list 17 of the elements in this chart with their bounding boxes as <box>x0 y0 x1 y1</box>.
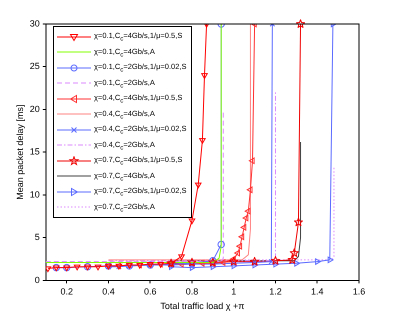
x-tick-label: 0.4 <box>102 286 115 296</box>
x-tick-label: 1.4 <box>310 286 324 296</box>
x-tick-label: 0.2 <box>60 286 73 296</box>
y-tick-label: 25 <box>30 61 40 72</box>
x-tick-label: 0.8 <box>186 286 198 296</box>
x-tick-label: 0.6 <box>144 286 156 296</box>
y-tick-label: 5 <box>34 232 40 242</box>
x-tick-label: 1 <box>231 286 236 296</box>
y-tick-label: 10 <box>30 189 40 200</box>
x-tick-label: 1.6 <box>352 286 366 296</box>
x-tick-label: 1.2 <box>269 286 282 296</box>
x-axis-title: Total traffic load χ +π <box>160 301 244 312</box>
y-tick-label: 0 <box>34 274 40 285</box>
y-tick-label: 20 <box>30 104 40 114</box>
y-axis-title: Mean packet delay [ms] <box>14 104 25 200</box>
y-tick-label: 15 <box>30 146 40 157</box>
y-tick-label: 30 <box>30 18 40 28</box>
